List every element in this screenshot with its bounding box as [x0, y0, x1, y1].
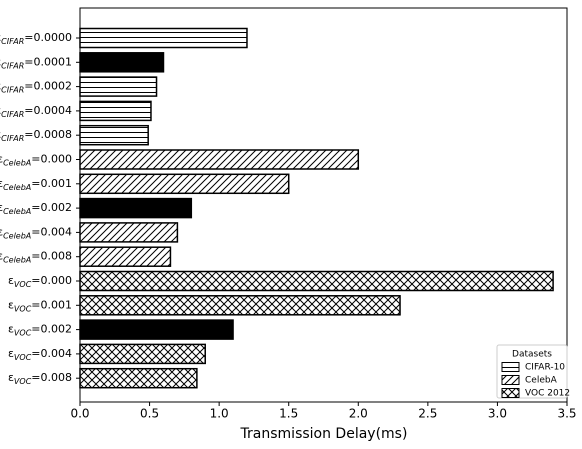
legend-label: CIFAR-10 — [525, 363, 565, 373]
y-tick-label: εCelebA=0.008 — [0, 250, 72, 265]
y-tick-label: εVOC=0.008 — [8, 371, 72, 386]
legend-label: VOC 2012 — [525, 389, 570, 399]
y-tick-label: εCelebA=0.001 — [0, 177, 72, 192]
bar — [79, 270, 554, 292]
y-tick-label: εCIFAR=0.0001 — [0, 55, 72, 70]
bar — [79, 367, 198, 389]
bar — [79, 319, 234, 340]
bar — [79, 173, 290, 195]
bar — [79, 246, 172, 267]
bar — [79, 76, 158, 97]
y-tick-label: εVOC=0.004 — [8, 347, 72, 362]
bar — [79, 27, 248, 49]
y-tick-label: εCIFAR=0.0002 — [0, 80, 72, 95]
y-tick-label: εVOC=0.000 — [8, 274, 72, 289]
bar — [79, 100, 152, 122]
bar — [79, 295, 401, 316]
y-tick-label: εVOC=0.001 — [8, 298, 72, 313]
y-tick-label: εCelebA=0.000 — [0, 153, 72, 168]
x-tick-label: 3.0 — [488, 407, 507, 421]
y-tick-label: εCIFAR=0.0008 — [0, 128, 72, 143]
bar — [79, 343, 206, 365]
y-tick-label: εCelebA=0.004 — [0, 225, 72, 240]
x-tick-label: 1.5 — [279, 407, 298, 421]
plot-frame — [79, 7, 568, 403]
y-tick-label: εCIFAR=0.0000 — [0, 31, 72, 46]
x-tick-label: 0.5 — [140, 407, 159, 421]
x-axis-label: Transmission Delay(ms) — [240, 426, 408, 442]
bar — [79, 149, 360, 170]
legend-swatch — [501, 375, 520, 385]
legend-title: Datasets — [512, 350, 552, 360]
y-tick-label: εCelebA=0.002 — [0, 201, 72, 216]
legend-label: CelebA — [525, 376, 558, 386]
legend: Datasets CIFAR-10 CelebA VOC 2012 — [496, 344, 570, 399]
x-tick-label: 1.0 — [210, 407, 229, 421]
x-tick-label: 0.0 — [70, 407, 89, 421]
bar — [79, 197, 193, 219]
bar — [79, 52, 165, 73]
x-tick-label: 2.0 — [349, 407, 368, 421]
y-tick-label: εCIFAR=0.0004 — [0, 104, 72, 119]
legend-swatch — [501, 388, 520, 398]
y-tick-label: εVOC=0.002 — [8, 323, 72, 338]
bar — [79, 222, 179, 243]
x-tick-label: 3.5 — [557, 407, 576, 421]
bar — [79, 124, 149, 146]
x-tick-label: 2.5 — [418, 407, 437, 421]
legend-swatch — [501, 362, 520, 372]
